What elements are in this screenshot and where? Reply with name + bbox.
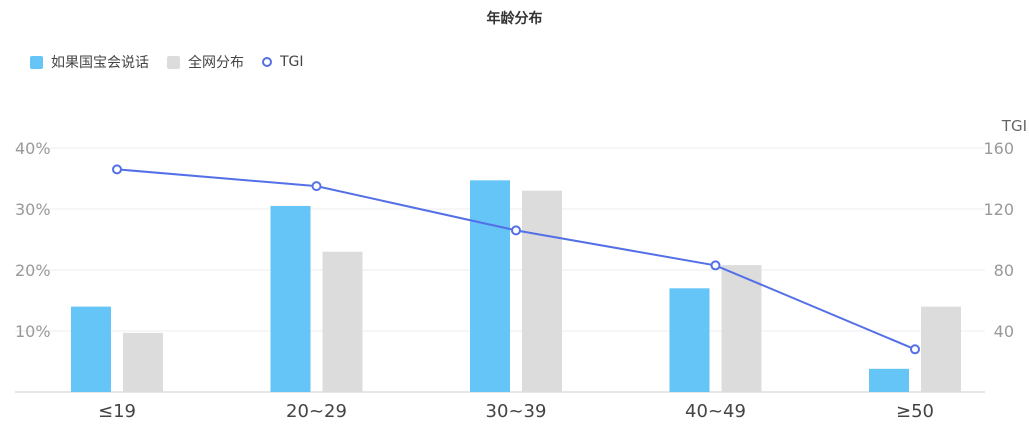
bar-series-2 <box>522 190 562 392</box>
legend-item-series-1[interactable]: 如果国宝会说话 <box>30 52 149 72</box>
bar-series-1 <box>270 205 311 392</box>
legend-swatch-series-1 <box>30 55 43 69</box>
x-tick-label: ≥50 <box>896 401 934 422</box>
bar-series-1 <box>71 306 111 392</box>
legend-label-series-1: 如果国宝会说话 <box>51 55 149 71</box>
x-tick-label: 20~29 <box>286 401 347 422</box>
legend-item-series-2[interactable]: 全网分布 <box>167 52 244 72</box>
tgi-line <box>116 168 916 351</box>
bar-series-2 <box>721 265 762 392</box>
y-left-tick-label: 30% <box>15 200 51 219</box>
y-left-tick-label: 40% <box>15 139 51 158</box>
bar-series-2 <box>921 306 961 392</box>
legend-swatch-series-2 <box>167 55 180 69</box>
y-left-tick-label: 20% <box>15 261 51 280</box>
x-tick-label: 30~39 <box>486 401 547 422</box>
tgi-point <box>511 225 521 236</box>
bar-series-1 <box>669 288 710 392</box>
legend-item-tgi[interactable]: TGI <box>262 54 304 70</box>
x-tick-label: 40~49 <box>685 401 746 422</box>
y-right-tick-label: 80 <box>994 261 1014 280</box>
bar-series-1 <box>470 180 510 392</box>
y-right-tick-label: 160 <box>983 139 1014 158</box>
tgi-point <box>311 181 322 192</box>
y-right-tick-label: 120 <box>983 200 1014 219</box>
chart-title: 年龄分布 <box>486 11 543 27</box>
bar-series-1 <box>869 368 909 392</box>
bar-series-2 <box>123 332 163 392</box>
y-right-tick-label: 40 <box>994 322 1014 341</box>
y-right-axis-label: TGI <box>1001 117 1027 135</box>
y-left-tick-label: 10% <box>15 322 51 341</box>
chart-legend: 如果国宝会说话 全网分布 TGI <box>30 52 322 72</box>
tgi-point <box>910 344 920 355</box>
tgi-point <box>112 164 122 175</box>
legend-label-tgi: TGI <box>280 54 304 70</box>
tgi-point <box>710 260 721 271</box>
legend-marker-tgi <box>262 57 272 67</box>
legend-label-series-2: 全网分布 <box>188 55 244 71</box>
x-tick-label: ≤19 <box>98 401 136 422</box>
bar-series-2 <box>322 251 363 392</box>
